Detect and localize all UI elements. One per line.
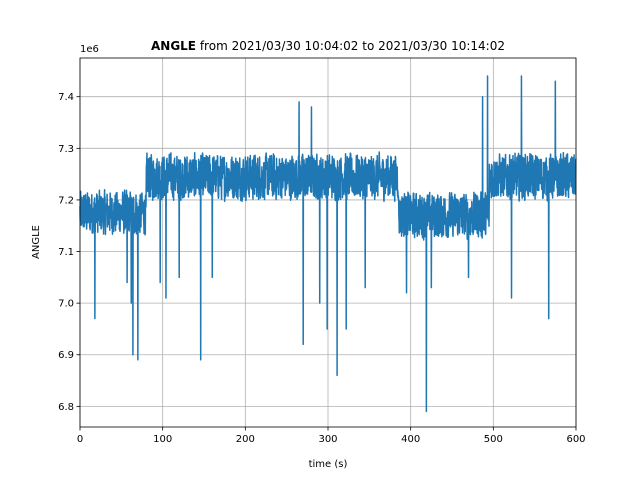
x-axis-ticks: 0 100 200 300 400 500 600 [77, 427, 586, 445]
x-tick-label: 400 [401, 434, 420, 445]
y-tick-label: 7.4 [58, 92, 74, 103]
y-axis-label: ANGLE [31, 225, 42, 259]
y-tick-label: 6.8 [58, 402, 74, 413]
angle-series-line [79, 75, 577, 413]
x-tick-label: 300 [318, 434, 337, 445]
chart-title: ANGLE from 2021/03/30 10:04:02 to 2021/0… [151, 39, 505, 53]
y-tick-label: 7.3 [58, 144, 74, 155]
y-tick-label: 7.0 [58, 299, 74, 310]
x-tick-label: 500 [484, 434, 503, 445]
x-axis-label: time (s) [309, 459, 348, 470]
x-tick-label: 100 [153, 434, 172, 445]
series-line-group [79, 75, 577, 413]
chart-title-rest: from 2021/03/30 10:04:02 to 2021/03/30 1… [196, 39, 505, 53]
chart-title-bold: ANGLE [151, 39, 196, 53]
x-tick-label: 0 [77, 434, 83, 445]
y-axis-ticks: 6.8 6.9 7.0 7.1 7.2 7.3 7.4 [58, 92, 80, 413]
x-tick-label: 600 [566, 434, 585, 445]
y-offset-label: 1e6 [80, 44, 99, 55]
y-tick-label: 6.9 [58, 350, 74, 361]
y-tick-label: 7.1 [58, 247, 74, 258]
y-tick-label: 7.2 [58, 195, 74, 206]
x-tick-label: 200 [236, 434, 255, 445]
